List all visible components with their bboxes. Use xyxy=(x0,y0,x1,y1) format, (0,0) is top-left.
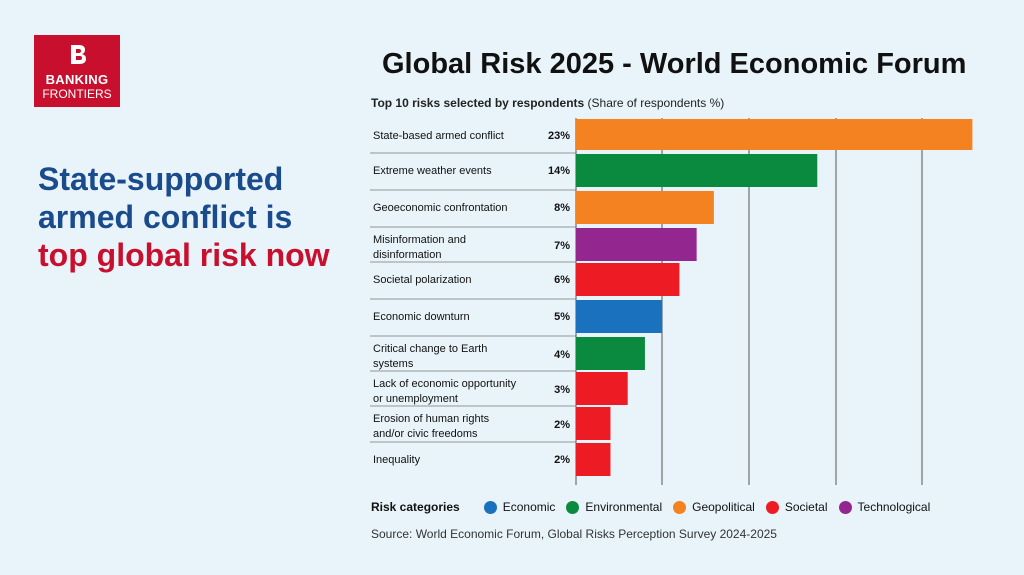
category-label: Lack of economic opportunity xyxy=(373,378,517,390)
bar-chart: 23% State-based armed conflict 14% Extreme … xyxy=(370,118,973,485)
category-label: disinformation xyxy=(373,249,441,261)
banking-frontiers-logo: BANKING FRONTIERS xyxy=(34,35,120,107)
category-label: systems xyxy=(373,358,414,370)
value-label: 2% xyxy=(554,419,570,431)
value-label: 8% xyxy=(554,202,570,214)
bar xyxy=(576,372,628,405)
source-note: Source: World Economic Forum, Global Ris… xyxy=(371,527,777,541)
bar xyxy=(576,154,818,187)
legend: Risk categories Economic Environmental G… xyxy=(371,498,941,516)
value-label: 3% xyxy=(554,384,570,396)
legend-item-economic: Economic xyxy=(483,500,556,514)
headline-line3: top global risk now xyxy=(38,237,330,273)
logo-mark-icon xyxy=(71,45,86,64)
chart-title: Global Risk 2025 - World Economic Forum xyxy=(382,48,967,80)
legend-item-environmental: Environmental xyxy=(566,500,662,514)
legend-item-geopolitical: Geopolitical xyxy=(673,500,755,514)
value-label: 4% xyxy=(554,349,570,361)
category-label: Erosion of human rights xyxy=(373,413,490,425)
value-label: 6% xyxy=(554,274,570,286)
bar xyxy=(576,337,645,370)
value-label: 14% xyxy=(548,165,570,177)
category-label: Geoeconomic confrontation xyxy=(373,202,508,214)
legend-label-societal: Societal xyxy=(784,500,828,514)
legend-label-geopolitical: Geopolitical xyxy=(692,500,755,514)
category-label: Critical change to Earth xyxy=(373,343,487,355)
legend-dot-technological xyxy=(838,500,852,514)
legend-dot-economic xyxy=(483,500,497,514)
value-label: 5% xyxy=(554,311,570,323)
category-label: Extreme weather events xyxy=(373,165,492,177)
chart-subtitle-bold: Top 10 risks selected by respondents xyxy=(371,96,585,110)
legend-label-economic: Economic xyxy=(502,500,556,514)
logo-line2: FRONTIERS xyxy=(42,87,112,101)
legend-dot-geopolitical xyxy=(673,500,687,514)
category-label: Misinformation and xyxy=(373,234,466,246)
bar xyxy=(576,119,973,150)
category-label: or unemployment xyxy=(373,393,458,405)
bar xyxy=(576,443,611,476)
bar xyxy=(576,300,663,333)
legend-label-environmental: Environmental xyxy=(585,500,663,514)
category-label: Inequality xyxy=(373,454,421,466)
logo-line1: BANKING xyxy=(45,72,109,87)
headline: State-supported armed conflict is top gl… xyxy=(38,160,330,274)
legend-label-technological: Technological xyxy=(857,500,931,514)
value-label: 7% xyxy=(554,240,570,252)
category-label: and/or civic freedoms xyxy=(373,428,478,440)
legend-item-technological: Technological xyxy=(838,500,931,514)
value-label: 2% xyxy=(554,454,570,466)
legend-dot-environmental xyxy=(566,500,580,514)
category-label: Economic downturn xyxy=(373,311,470,323)
bar xyxy=(576,228,697,261)
value-label: 23% xyxy=(548,130,570,142)
bar xyxy=(576,407,611,440)
legend-dot-societal xyxy=(765,500,779,514)
headline-line1: State-supported xyxy=(38,161,284,197)
category-label: State-based armed conflict xyxy=(373,130,504,142)
bar xyxy=(576,191,714,224)
chart-subtitle-rest: (Share of respondents %) xyxy=(584,96,725,110)
category-label: Societal polarization xyxy=(373,274,471,286)
legend-title: Risk categories xyxy=(371,500,460,514)
bar xyxy=(576,263,680,296)
chart-subtitle: Top 10 risks selected by respondents (Sh… xyxy=(371,96,724,110)
headline-line2: armed conflict is xyxy=(38,199,293,235)
legend-item-societal: Societal xyxy=(765,500,828,514)
